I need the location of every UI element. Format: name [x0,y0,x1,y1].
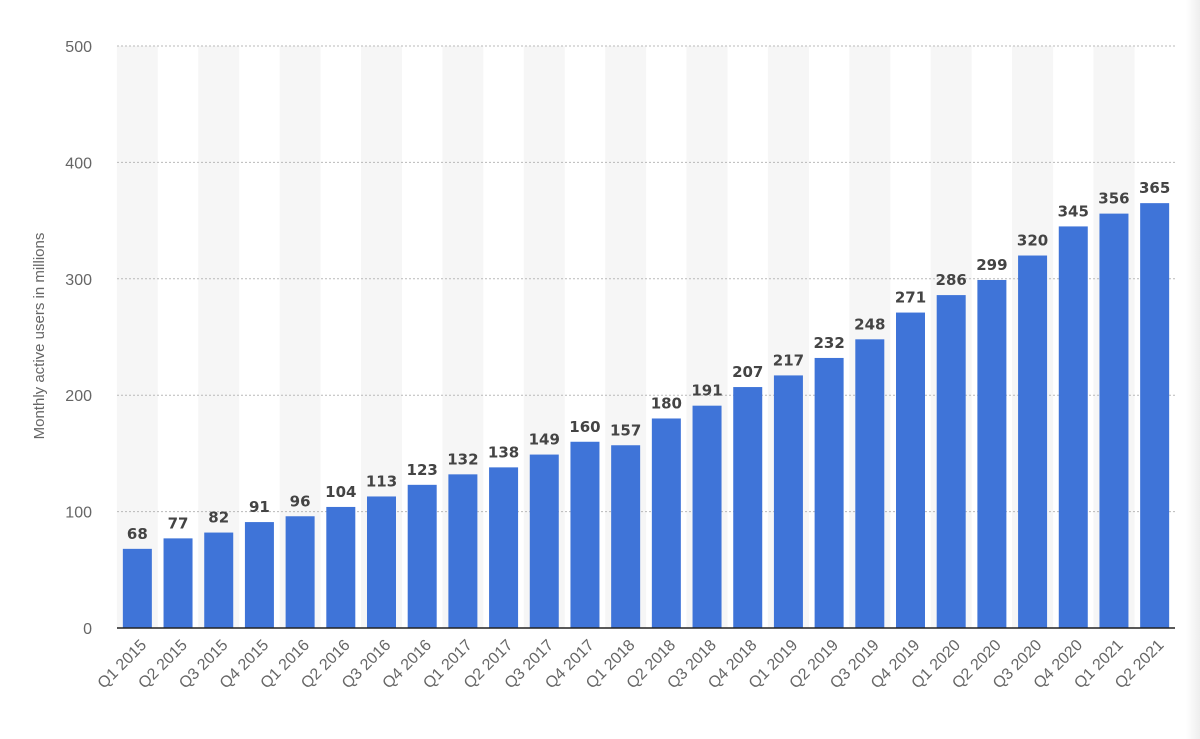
bar[interactable] [570,441,600,628]
bar[interactable] [407,484,437,628]
bar[interactable] [489,467,519,628]
data-label: 149 [529,431,560,449]
bar[interactable] [977,279,1007,628]
data-label: 232 [813,334,844,352]
bar[interactable] [692,405,722,628]
y-tick-labels: 0 100 200 300 400 500 [65,39,92,638]
bar[interactable] [896,312,925,628]
bar[interactable] [529,454,559,628]
y-tick-label: 500 [65,39,92,56]
data-label: 365 [1139,179,1170,197]
data-label: 123 [407,461,438,479]
y-tick-label: 100 [65,505,92,522]
data-label: 132 [447,450,478,468]
data-label: 96 [290,492,311,510]
bar[interactable] [1140,203,1170,628]
data-label: 68 [127,525,148,543]
data-label: 271 [895,289,926,307]
data-label: 191 [691,382,722,400]
data-label: 356 [1098,190,1129,208]
y-axis-label: Monthly active users in millions [31,233,48,440]
bar[interactable] [326,506,356,628]
bar[interactable] [1058,226,1088,629]
bar[interactable] [367,496,396,628]
data-label: 157 [610,421,641,439]
data-label: 207 [732,363,763,381]
y-tick-label: 400 [65,155,92,172]
data-label: 248 [854,315,885,333]
right-edge-shadow [1186,0,1200,739]
y-tick-label: 200 [65,388,92,405]
data-label: 299 [976,256,1007,274]
data-label: 77 [168,514,189,532]
data-label: 104 [325,483,356,501]
data-label: 320 [1017,232,1048,250]
y-tick-label: 300 [65,272,92,289]
bar[interactable] [163,538,193,628]
data-label: 160 [569,418,600,436]
bar[interactable] [204,532,234,628]
bar[interactable] [651,418,681,628]
bar[interactable] [285,516,315,628]
data-label: 345 [1058,202,1089,220]
data-label: 286 [936,271,967,289]
bar[interactable] [1099,213,1129,628]
data-label: 82 [208,509,229,527]
data-label: 91 [249,498,270,516]
data-label: 113 [366,472,397,490]
bar[interactable] [244,522,274,628]
y-tick-label: 0 [83,621,92,638]
bar[interactable] [733,387,763,628]
bar[interactable] [814,357,844,628]
bar[interactable] [1018,255,1048,628]
data-label: 138 [488,443,519,461]
bar[interactable] [855,339,885,628]
bar[interactable] [936,295,966,628]
bar[interactable] [122,548,152,628]
value-labels: 68 77 82 91 96 104 113 123 132 138 149 160 157 180 191… [127,179,1170,543]
bars [122,203,1170,629]
data-label: 217 [773,351,804,369]
bar[interactable] [611,445,641,628]
background-band [116,46,158,628]
bar[interactable] [773,375,803,628]
background-band [198,46,240,628]
data-label: 180 [651,394,682,412]
bar[interactable] [448,474,478,628]
